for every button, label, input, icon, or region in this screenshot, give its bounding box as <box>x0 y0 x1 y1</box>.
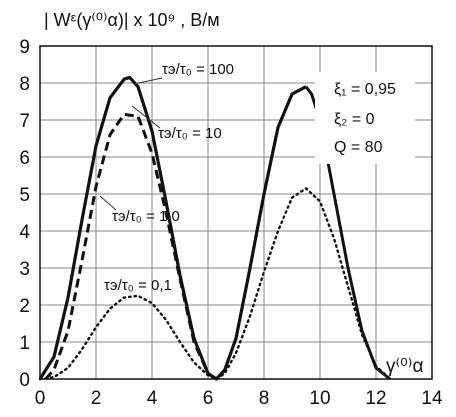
x-axis-label: γ⁽⁰⁾α <box>386 356 423 377</box>
series-label-01: τэ/τ₀ = 0,1 <box>104 277 172 294</box>
series-line-1 <box>44 112 218 381</box>
x-tick-label: 8 <box>259 388 270 409</box>
plot-frame <box>39 45 433 380</box>
x-tick-labels: 0 2 4 6 8 10 12 14 <box>35 388 443 409</box>
params-background <box>315 72 415 164</box>
y-tick-label: 9 <box>19 37 30 58</box>
y-axis-label: | Wᵋ(γ⁽⁰⁾α)| x 10⁹ , В/м <box>44 10 220 30</box>
series-label-10: τэ/τ₀ = 10 <box>158 125 222 142</box>
y-tick-label: 6 <box>19 148 30 169</box>
series-line-3 <box>38 187 392 381</box>
y-tick-label: 0 <box>19 370 30 391</box>
leader-line-10 <box>131 105 161 129</box>
y-tick-label: 5 <box>19 185 30 206</box>
x-tick-label: 12 <box>365 388 386 409</box>
x-tick-label: 14 <box>421 388 443 409</box>
x-tick-label: 10 <box>309 388 330 409</box>
x-tick-label: 6 <box>203 388 214 409</box>
x-tick-label: 4 <box>147 388 158 409</box>
y-tick-label: 3 <box>19 259 30 280</box>
param-q: Q = 80 <box>334 139 383 156</box>
y-tick-label: 7 <box>19 111 30 132</box>
y-tick-label: 4 <box>19 222 30 243</box>
y-tick-label: 2 <box>19 296 30 317</box>
param-xi2: ξ₂ = 0 <box>334 111 375 128</box>
leader-line-100 <box>133 77 163 85</box>
y-tick-label: 8 <box>19 74 30 95</box>
x-tick-label: 2 <box>91 388 102 409</box>
y-tick-label: 1 <box>19 333 30 354</box>
param-xi1: ξ₁ = 0,95 <box>334 81 396 98</box>
series-lines <box>38 75 392 381</box>
x-tick-label: 0 <box>35 388 46 409</box>
series-line-0 <box>38 75 307 381</box>
y-tick-labels: 0 1 2 3 4 5 6 7 8 9 <box>19 37 30 391</box>
leader-line-1 <box>99 195 117 211</box>
series-label-1: τэ/τ₀ = 1,0 <box>112 208 180 225</box>
series-label-100: τэ/τ₀ = 100 <box>162 61 234 78</box>
